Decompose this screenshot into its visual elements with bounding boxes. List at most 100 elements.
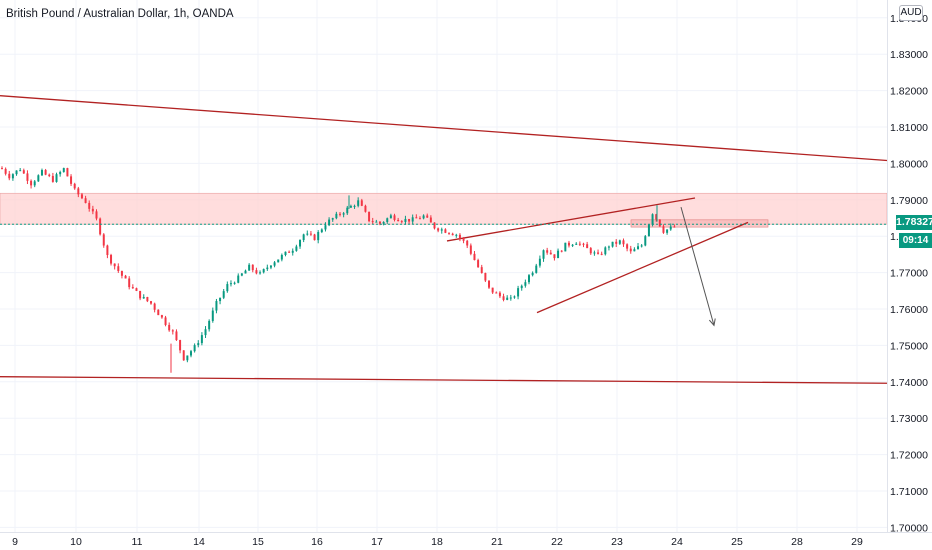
candle-body (48, 174, 51, 176)
candle-body (411, 217, 414, 222)
currency-badge[interactable]: AUD (899, 5, 923, 21)
candle-body (99, 218, 102, 235)
candle-body (382, 222, 385, 224)
candle-body (197, 343, 200, 346)
price-tick-label: 1.82000 (890, 86, 928, 98)
arrow-head (708, 318, 716, 327)
candle-body (66, 168, 69, 177)
candle-body (531, 272, 534, 276)
trendlines[interactable] (0, 95, 888, 384)
candle-body (444, 229, 447, 233)
candle-body (535, 265, 538, 273)
candle-body (215, 301, 218, 311)
candle-body (480, 267, 483, 273)
candle-body (524, 282, 527, 286)
trendline (536, 221, 749, 314)
candle-body (589, 248, 592, 254)
candle-body (633, 249, 636, 252)
candle-body (618, 240, 621, 244)
candle-body (131, 287, 134, 289)
candle-body (295, 246, 298, 251)
candle-body (280, 254, 283, 260)
candle-body (637, 246, 640, 250)
candle-body (673, 226, 676, 228)
target-box (630, 219, 769, 228)
resistance-zone[interactable] (0, 192, 888, 228)
candle-body (477, 260, 480, 268)
projection-arrow[interactable] (680, 206, 716, 327)
candle-body (120, 271, 123, 276)
candle-body (182, 350, 185, 361)
time-tick-label: 14 (193, 536, 205, 548)
candle-body (626, 244, 629, 249)
candle-body (647, 224, 650, 237)
candle-body (546, 250, 549, 253)
time-tick-label: 17 (371, 536, 383, 548)
time-tick-label: 22 (551, 536, 563, 548)
candle-body (538, 258, 541, 266)
candle-body (269, 265, 272, 268)
candle-body (448, 232, 451, 234)
trendline (446, 197, 696, 242)
candle-body (622, 240, 625, 245)
price-tick-label: 1.73000 (890, 413, 928, 425)
candle-body (607, 246, 610, 248)
candle-body (517, 288, 520, 297)
candle-body (669, 226, 672, 230)
time-tick-label: 10 (70, 536, 82, 548)
candle-body (651, 214, 654, 225)
candle-body (458, 234, 461, 239)
candle-body (578, 243, 581, 245)
candle-body (313, 234, 316, 241)
candle-body (157, 309, 160, 316)
candle-body (153, 303, 156, 310)
candle-body (55, 174, 58, 182)
resistance-zone-rect (0, 192, 888, 225)
price-tick-label: 1.76000 (890, 304, 928, 316)
candle-body (226, 284, 229, 292)
candle-body (567, 242, 570, 246)
candle-body (357, 200, 360, 206)
candle-body (22, 170, 25, 174)
candle-body (542, 250, 545, 259)
price-scale[interactable]: 1.840001.830001.820001.810001.800001.790… (890, 13, 928, 535)
candle-body (255, 270, 258, 274)
price-tick-label: 1.83000 (890, 49, 928, 61)
candle-body (237, 275, 240, 283)
trendline (0, 376, 888, 384)
candle-body (59, 171, 62, 175)
candle-body (488, 280, 491, 288)
candle-body (371, 221, 374, 223)
candle-body (110, 255, 113, 264)
candle-body (437, 228, 440, 231)
candle-body (44, 170, 47, 175)
candle-body (273, 262, 276, 266)
candle-body (179, 340, 182, 351)
candle-body (520, 285, 523, 289)
time-tick-label: 15 (252, 536, 264, 548)
candle-body (495, 292, 498, 294)
candle-body (397, 219, 400, 222)
candle-body (40, 170, 43, 176)
candle-body (593, 252, 596, 254)
candle-body (451, 233, 454, 236)
time-scale[interactable]: 9 10 11 14 15 16 17 18 21 22 23 24 25 28 29 (12, 536, 863, 548)
time-tick-label: 11 (132, 536, 143, 548)
candle-body (240, 273, 243, 276)
time-tick-label: 29 (851, 536, 863, 548)
candle-body (251, 264, 254, 271)
candle-body (11, 174, 14, 179)
candle-body (266, 267, 269, 270)
candle-body (597, 252, 600, 254)
candle-body (186, 355, 189, 361)
candle-body (389, 215, 392, 219)
candle-body (640, 245, 643, 247)
candle-body (320, 229, 323, 233)
candle-body (277, 259, 280, 263)
last-price-label: 1.78327 (896, 215, 932, 230)
candle-body (51, 175, 54, 182)
candle-body (658, 219, 661, 227)
candle-body (353, 205, 356, 207)
price-tick-label: 1.75000 (890, 340, 928, 352)
